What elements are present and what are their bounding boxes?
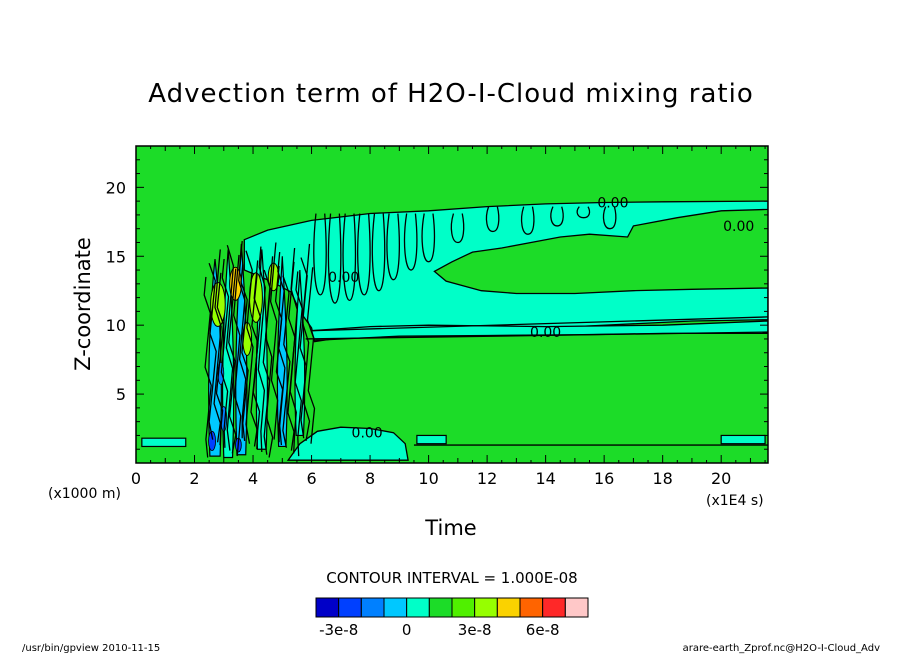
x-tick-label: 2: [189, 469, 199, 488]
colorbar-swatch: [496, 597, 521, 618]
footer-left: /usr/bin/gpview 2010-11-15: [22, 643, 160, 654]
anvil-lobe-contour: [327, 213, 342, 304]
plot-area: [136, 146, 768, 463]
plot-frame: [135, 145, 769, 464]
colorbar-label: -3e-8: [319, 621, 358, 639]
anvil-lower-strip: [310, 320, 768, 341]
contour-line: [220, 258, 230, 448]
contour-interval-text: CONTOUR INTERVAL = 1.000E-08: [326, 569, 577, 587]
contour-line: [257, 246, 266, 453]
colorbar-swatch: [338, 597, 362, 618]
anvil-lobe-contour: [485, 206, 500, 233]
contour-line: [289, 247, 298, 454]
colorbar-swatch: [451, 597, 476, 618]
colorbar-label: 0: [402, 621, 412, 639]
surface-contour: [416, 434, 447, 445]
anvil-lobe-contour: [313, 213, 327, 296]
y-tick-label: 5: [116, 385, 126, 404]
x-tick-label: 20: [711, 469, 731, 488]
contour-line: [306, 267, 316, 444]
x-tick-label: 0: [131, 469, 141, 488]
contour-line: [208, 262, 217, 440]
anvil-lobe-contour: [550, 206, 564, 227]
contour-line: [301, 243, 311, 442]
surface-contour: [720, 434, 766, 445]
contour-line: [282, 275, 291, 448]
colorbar-swatch: [406, 597, 430, 618]
x-tick-label: 12: [477, 469, 497, 488]
contour-line: [264, 256, 274, 458]
colorbar-swatch: [474, 597, 498, 618]
colorbar-swatch: [360, 597, 385, 618]
contour-line: [305, 331, 768, 340]
contour-label: 0.00: [723, 219, 754, 235]
colorbar-swatch: [315, 597, 340, 618]
chart-title: Advection term of H2O-I-Cloud mixing rat…: [148, 79, 754, 109]
x-tick-label: 8: [365, 469, 375, 488]
contour-line: [228, 268, 237, 454]
y-axis-unit: (x1000 m): [48, 486, 121, 502]
anvil-lobe-contour: [371, 213, 386, 292]
colorbar-label: 6e-8: [526, 621, 560, 639]
contour-label: 0.00: [597, 196, 628, 212]
colorbar-label: 3e-8: [458, 621, 492, 639]
x-tick-label: 16: [594, 469, 614, 488]
contour-label: 0.00: [328, 270, 359, 286]
colorbar-swatch: [542, 597, 566, 618]
anvil-lobe-contour: [342, 213, 357, 302]
y-axis-label: Z-coordinate: [71, 237, 95, 371]
x-tick-label: 10: [418, 469, 438, 488]
contour-line: [294, 271, 303, 457]
lower-band-region: [286, 426, 409, 461]
contour-line: [245, 250, 254, 444]
negative-patch: [208, 430, 216, 451]
x-axis-unit: (x1E4 s): [706, 493, 764, 509]
colorbar-swatch: [519, 597, 544, 618]
x-tick-label: 14: [535, 469, 555, 488]
colorbar-swatch: [564, 597, 589, 618]
contour-line: [277, 252, 286, 446]
y-tick-label: 15: [106, 247, 126, 266]
y-tick-label: 10: [106, 316, 126, 335]
anvil-lobe-contour: [403, 213, 418, 271]
anvil-lobe-contour: [602, 206, 617, 230]
anvil-lobe-contour: [386, 213, 400, 281]
surface-contour: [141, 437, 187, 448]
contour-line: [215, 272, 225, 446]
x-tick-label: 4: [248, 469, 258, 488]
contour-line: [233, 254, 242, 457]
anvil-lobe-contour: [450, 213, 465, 244]
contour-line: [238, 241, 247, 439]
contour-line: [240, 264, 249, 441]
contour-line: [213, 249, 222, 443]
x-tick-label: 18: [652, 469, 672, 488]
colorbar: -3e-8 0 3e-8 6e-8: [315, 597, 589, 639]
contour-label: 0.00: [530, 325, 561, 341]
footer-right: arare-earth_Zprof.nc@H2O-I-Cloud_Adv: [683, 643, 880, 654]
anvil-lobe-contour: [357, 213, 371, 296]
colorbar-swatch: [428, 597, 453, 618]
colorbar-swatch: [383, 597, 408, 618]
anvil-lobe-contour: [576, 206, 591, 219]
contour-label: 0.00: [352, 426, 383, 442]
contour-line: [203, 276, 212, 458]
contour-line: [225, 245, 235, 451]
contour-line: [311, 316, 768, 332]
contour-line: [252, 260, 262, 450]
anvil-lobe-contour: [421, 213, 436, 263]
y-tick-label: 20: [106, 178, 126, 197]
anvil-lobe-contour: [520, 206, 535, 235]
x-tick-label: 6: [306, 469, 316, 488]
x-axis-label: Time: [424, 516, 476, 540]
contour-line: [269, 242, 279, 440]
